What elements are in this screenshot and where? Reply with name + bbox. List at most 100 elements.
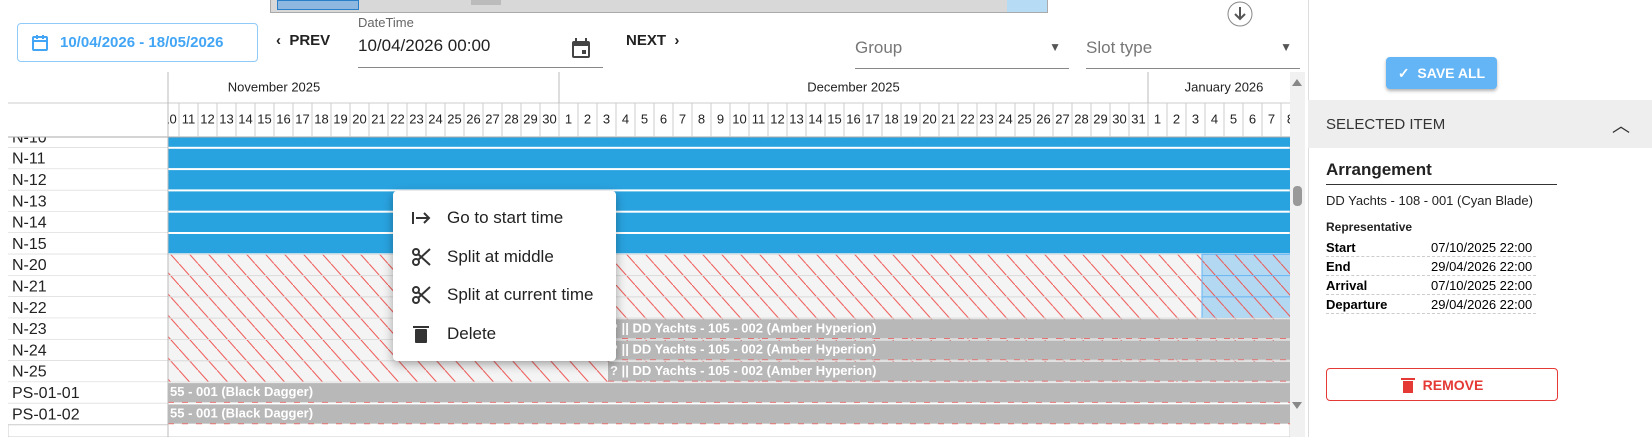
day-label: 19 [333, 111, 347, 126]
day-label: 1 [1154, 111, 1161, 126]
row-label: N-14 [12, 215, 47, 232]
row-label-bg [8, 382, 168, 404]
month-label: January 2026 [1185, 79, 1264, 94]
detail-key: End [1326, 259, 1351, 274]
row-label-bg [8, 318, 168, 340]
day-label: 10 [732, 111, 746, 126]
day-label: 11 [182, 111, 196, 126]
row-label: N-22 [12, 300, 47, 317]
day-label: 12 [200, 111, 214, 126]
day-label: 28 [1074, 111, 1088, 126]
day-label: 13 [219, 111, 233, 126]
day-label: 15 [257, 111, 271, 126]
row-label: N-24 [12, 342, 47, 359]
menu-item[interactable]: Split at middle [393, 238, 616, 276]
detail-sep [1326, 275, 1536, 276]
row-label-bg [8, 360, 168, 383]
menu-label: Split at current time [447, 285, 594, 304]
context-menu: Go to start time Split at middle Split at … [393, 191, 616, 361]
datetime-input[interactable]: 10/04/2026 00:00 [358, 36, 603, 68]
day-label: 7 [1268, 111, 1275, 126]
row-label: N-23 [12, 321, 47, 338]
row-label: N-20 [12, 257, 47, 274]
scrollbar[interactable] [1290, 72, 1305, 437]
prev-button[interactable]: ‹ PREV [276, 32, 331, 49]
detail-key: Departure [1326, 297, 1388, 312]
booking-label: 55 - 001 (Black Dagger) [170, 384, 313, 399]
row-label-bg [8, 211, 168, 233]
section-header[interactable]: SELECTED ITEM ︿ [1308, 100, 1652, 148]
timeline: ? || DD Yachts - 105 - 002 (Amber Hyperi… [8, 72, 1305, 437]
booking-bar [168, 170, 1290, 190]
menu-item[interactable]: Split at current time [393, 276, 616, 314]
menu-icon [412, 247, 431, 266]
day-label: 22 [390, 111, 404, 126]
day-label: 17 [295, 111, 309, 126]
day-label: 24 [428, 111, 442, 126]
row-label-bg [8, 233, 168, 255]
row-label: N-11 [12, 151, 46, 168]
row-label: PS-01-01 [12, 385, 80, 402]
menu-icon [413, 325, 429, 343]
day-label: 18 [884, 111, 898, 126]
detail-value: 07/10/2025 22:00 [1431, 240, 1533, 255]
day-label: 28 [504, 111, 518, 126]
booking-bar [168, 234, 1290, 254]
scroll-down-button[interactable] [1226, 1, 1254, 29]
detail-key: Arrival [1326, 278, 1368, 293]
row-label: N-21 [12, 278, 47, 295]
day-label: 2 [584, 111, 591, 126]
row-label-bg [8, 296, 168, 319]
group-select[interactable]: Group ▼ [855, 38, 1069, 69]
day-label: 18 [314, 111, 328, 126]
day-label: 20 [352, 111, 366, 126]
month-label: November 2025 [228, 79, 321, 94]
item-subtitle: DD Yachts - 108 - 001 (Cyan Blade) [1326, 193, 1533, 208]
detail-sep [1326, 294, 1536, 295]
remove-button[interactable]: REMOVE [1326, 368, 1558, 401]
day-label: 11 [752, 111, 766, 126]
booking-label: ? || DD Yachts - 105 - 002 (Amber Hyperi… [610, 342, 876, 357]
booking-bar [168, 137, 1290, 147]
row-label: N-13 [12, 193, 47, 210]
blocked-area [168, 296, 1290, 319]
day-label: 20 [922, 111, 936, 126]
day-label: 14 [238, 111, 252, 126]
datetime-label: DateTime [358, 15, 414, 30]
day-label: 27 [1055, 111, 1069, 126]
header-bg [8, 72, 1290, 137]
save-all-label: SAVE ALL [1417, 65, 1486, 81]
day-label: 23 [409, 111, 423, 126]
day-label: 6 [660, 111, 667, 126]
preview-strip [270, 0, 1048, 13]
next-label: NEXT [626, 32, 667, 49]
day-label: 5 [641, 111, 648, 126]
day-label: 4 [1211, 111, 1218, 126]
detail-sep [1326, 313, 1536, 314]
save-all-button[interactable]: ✓ SAVE ALL [1386, 57, 1497, 89]
bars: ? || DD Yachts - 105 - 002 (Amber Hyperi… [168, 137, 1290, 425]
slot-type-select[interactable]: Slot type ▼ [1086, 38, 1300, 69]
detail-value: 29/04/2026 22:00 [1431, 297, 1533, 312]
menu-item[interactable]: Go to start time [393, 199, 616, 237]
booking-bar [168, 148, 1290, 169]
detail-value: 29/04/2026 22:00 [1431, 259, 1533, 274]
booking-label: ? || DD Yachts - 105 - 002 (Amber Hyperi… [610, 320, 876, 335]
menu-label: Split at middle [447, 246, 554, 266]
day-label: 25 [447, 111, 461, 126]
menu-item[interactable]: Delete [393, 315, 616, 353]
day-label: 5 [1230, 111, 1237, 126]
next-button[interactable]: NEXT › [626, 32, 680, 49]
blocked-area [168, 253, 1290, 277]
row-label-bg [8, 254, 168, 276]
day-label: 12 [770, 111, 784, 126]
day-label: 17 [865, 111, 879, 126]
day-label: 8 [698, 111, 705, 126]
date-range-button[interactable]: 10/04/2026 - 18/05/2026 [17, 23, 258, 62]
section-title: SELECTED ITEM [1326, 115, 1446, 133]
day-label: 16 [846, 111, 860, 126]
day-label: 16 [276, 111, 290, 126]
booking-bar [608, 340, 1290, 360]
calendar-picker-icon[interactable] [568, 36, 594, 62]
scroll-thumb[interactable] [1293, 186, 1302, 206]
